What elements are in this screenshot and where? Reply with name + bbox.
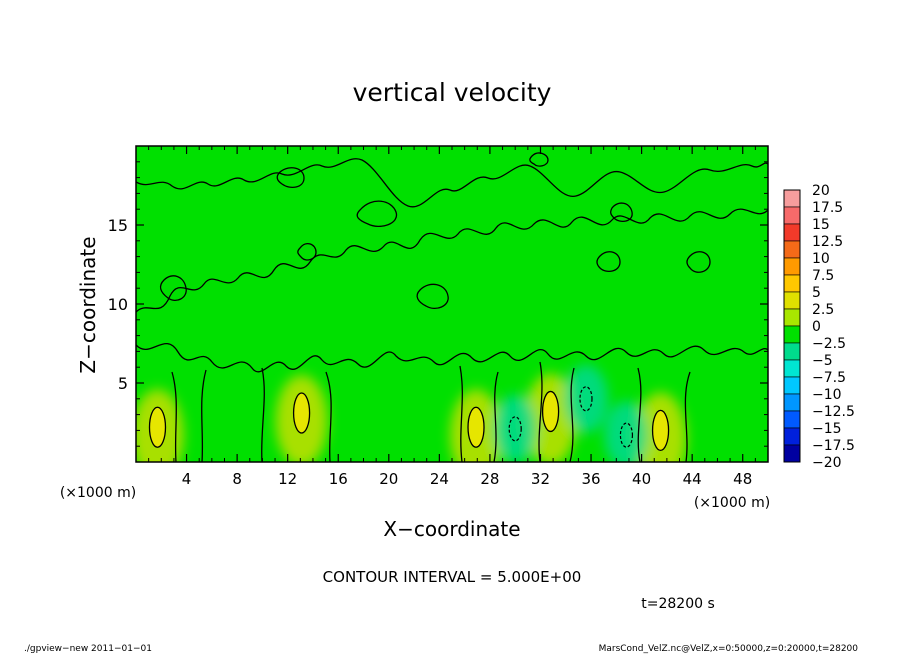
footer-program: ./gpview−new 2011−01−01 [24, 644, 152, 654]
colorbar-swatch [783, 376, 801, 395]
y-axis-unit: (×1000 m) [60, 485, 136, 501]
colorbar-swatch [783, 274, 801, 293]
updraft-core-2 [292, 392, 311, 434]
contour-blob-6 [686, 251, 711, 273]
updraft-core-1 [148, 406, 167, 448]
colorbar-swatch [783, 189, 801, 208]
contour-plume-3 [459, 365, 499, 462]
x-tick-label: 44 [683, 470, 702, 488]
colorbar-swatch [783, 308, 801, 327]
colorbar-swatch [783, 206, 801, 225]
colorbar-label: 5 [812, 285, 821, 301]
colorbar-swatch [783, 444, 801, 463]
colorbar-label: 12.5 [812, 234, 843, 250]
downdraft-shading-1 [493, 394, 538, 462]
colorbar-label: 20 [812, 183, 830, 199]
colorbar-label: −12.5 [812, 404, 855, 420]
colorbar-label: 15 [812, 217, 830, 233]
colorbar-swatch [783, 291, 801, 310]
chart-title: vertical velocity [353, 78, 552, 107]
x-tick-labels: 4 8 12 16 20 24 28 32 36 40 44 48 [182, 470, 752, 488]
colorbar-swatch [783, 393, 801, 412]
core-markers [148, 386, 670, 452]
colorbar-label: −15 [812, 421, 842, 437]
x-tick-label: 28 [480, 470, 499, 488]
downdraft-core-1 [508, 416, 522, 442]
x-tick-label: 20 [379, 470, 398, 488]
colorbar-label: 0 [812, 319, 821, 335]
contour-blob-1 [356, 200, 398, 227]
colorbar-swatch [783, 223, 801, 242]
colorbar-label: −17.5 [812, 438, 855, 454]
downdraft-shading-2 [563, 364, 608, 433]
colorbar-swatch [783, 325, 801, 344]
colorbar-label: 17.5 [812, 200, 843, 216]
x-tick-label: 40 [632, 470, 651, 488]
colorbar-swatch [783, 240, 801, 259]
contour-plume-4 [538, 361, 575, 462]
y-tick-labels: 5 10 15 [108, 216, 128, 393]
colorbar-label: −20 [812, 455, 842, 471]
colorbar-labels: 2017.51512.5107.552.50−2.5−5−7.5−10−12.5… [812, 183, 855, 471]
contour-blob-8 [276, 167, 305, 189]
downdraft-core-3 [619, 422, 634, 448]
colorbar-swatch [783, 359, 801, 378]
axis-ticks [136, 146, 768, 462]
colorbar-label: −10 [812, 387, 842, 403]
x-tick-label: 12 [278, 470, 297, 488]
contour-blob-9 [610, 202, 633, 223]
contour-blob-2 [159, 275, 187, 302]
x-tick-label: 48 [733, 470, 752, 488]
contour-zero-line-upper [136, 158, 768, 208]
x-axis-label: X−coordinate [383, 517, 520, 541]
updraft-core-3 [467, 406, 485, 448]
updraft-core-5 [651, 409, 670, 452]
colorbar-swatch [783, 427, 801, 446]
x-tick-label: 24 [430, 470, 449, 488]
contour-interval-label: CONTOUR INTERVAL = 5.000E+00 [323, 568, 582, 586]
y-axis-label: Z−coordinate [76, 236, 100, 373]
contour-lines [136, 152, 768, 462]
colorbar-label: −7.5 [812, 370, 846, 386]
velocity-shading [136, 364, 687, 462]
footer-source: MarsCond_VelZ.nc@VelZ,x=0:50000,z=0:2000… [599, 644, 859, 654]
colorbar-swatch [783, 257, 801, 276]
colorbar-frame [783, 189, 801, 463]
y-tick-label: 10 [108, 295, 128, 314]
contour-blob-3 [416, 283, 449, 310]
colorbar [783, 189, 801, 463]
y-tick-label: 15 [108, 216, 128, 235]
x-tick-label: 32 [531, 470, 550, 488]
contour-zero-line-mid [136, 208, 768, 313]
colorbar-label: 7.5 [812, 268, 834, 284]
contour-zero-line-lower [136, 343, 768, 373]
colorbar-label: 2.5 [812, 302, 834, 318]
x-tick-label: 36 [581, 470, 600, 488]
contour-plume-5 [637, 367, 691, 462]
colorbar-swatch [783, 410, 801, 429]
x-axis-unit: (×1000 m) [694, 495, 770, 511]
x-tick-label: 16 [329, 470, 348, 488]
plot-area [135, 145, 769, 463]
time-label: t=28200 s [641, 596, 715, 612]
colorbar-label: −5 [812, 353, 833, 369]
colorbar-swatch [783, 342, 801, 361]
contour-blob-5 [596, 251, 621, 273]
colorbar-label: 10 [812, 251, 830, 267]
x-tick-label: 4 [182, 470, 192, 488]
contour-plume-1 [171, 369, 207, 462]
updraft-core-4 [541, 390, 560, 433]
downdraft-core-2 [579, 386, 593, 412]
colorbar-label: −2.5 [812, 336, 846, 352]
downdraft-shading-3 [604, 401, 649, 462]
y-tick-label: 5 [118, 374, 128, 393]
contour-plume-2 [261, 367, 332, 462]
x-tick-label: 8 [232, 470, 242, 488]
contour-blob-7 [529, 152, 549, 167]
contour-blob-4 [297, 242, 317, 261]
